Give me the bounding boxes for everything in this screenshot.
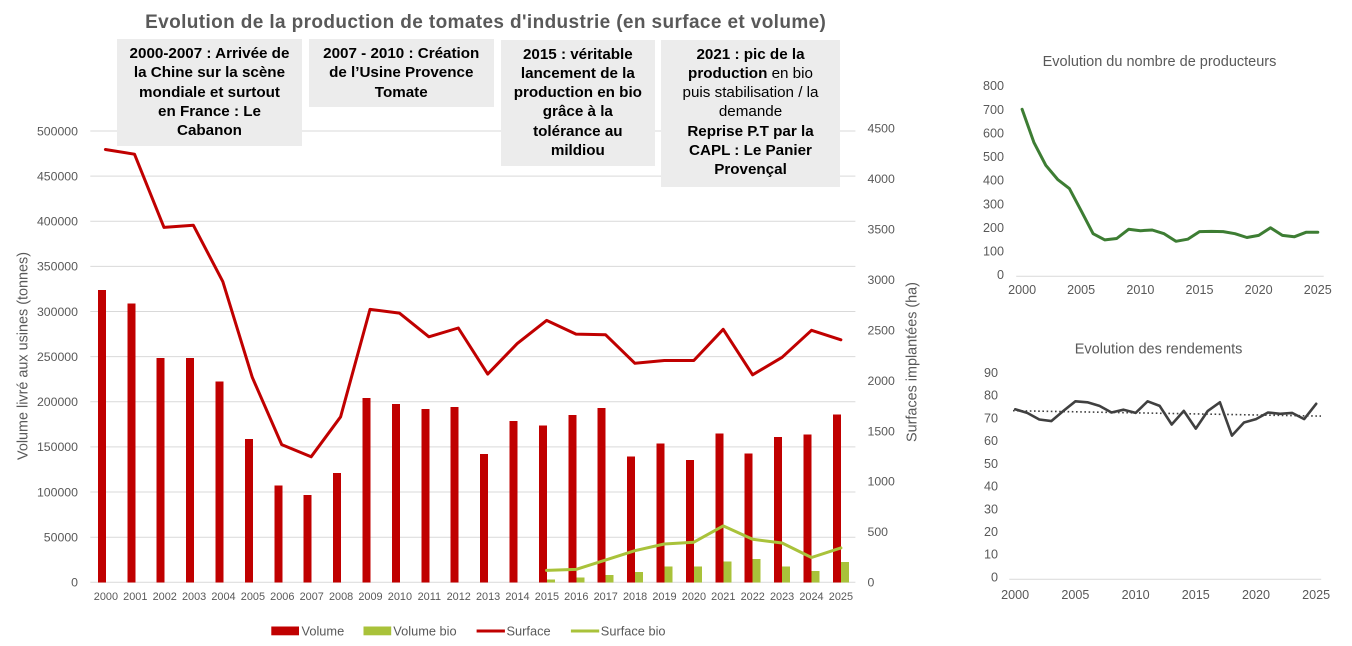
- svg-text:2019: 2019: [652, 591, 676, 603]
- svg-text:2011: 2011: [418, 591, 441, 603]
- svg-text:500000: 500000: [37, 124, 78, 138]
- svg-text:Surfaces implantées (ha): Surfaces implantées (ha): [904, 282, 920, 442]
- svg-text:2020: 2020: [682, 591, 706, 603]
- svg-text:10: 10: [984, 548, 998, 562]
- svg-text:2015: 2015: [1185, 283, 1213, 297]
- svg-text:2025: 2025: [1304, 283, 1332, 297]
- svg-text:200: 200: [983, 221, 1004, 235]
- svg-text:Surface bio: Surface bio: [601, 624, 666, 639]
- svg-text:2017: 2017: [594, 591, 618, 603]
- svg-text:700: 700: [983, 103, 1004, 117]
- svg-text:Evolution des rendements: Evolution des rendements: [1075, 342, 1243, 358]
- svg-text:2020: 2020: [1242, 588, 1270, 602]
- svg-text:150000: 150000: [37, 440, 78, 454]
- svg-text:60: 60: [984, 434, 998, 448]
- svg-text:2002: 2002: [153, 591, 177, 603]
- svg-text:3000: 3000: [868, 273, 896, 287]
- svg-text:2003: 2003: [182, 591, 206, 603]
- svg-text:Volume bio: Volume bio: [393, 624, 456, 639]
- svg-text:2500: 2500: [868, 323, 896, 337]
- svg-text:30: 30: [984, 502, 998, 516]
- svg-text:2022: 2022: [741, 591, 765, 603]
- svg-text:2008: 2008: [329, 591, 353, 603]
- svg-text:250000: 250000: [37, 350, 78, 364]
- svg-text:2001: 2001: [123, 591, 147, 603]
- svg-text:800: 800: [983, 79, 1004, 93]
- svg-text:20: 20: [984, 525, 998, 539]
- svg-text:2004: 2004: [211, 591, 235, 603]
- svg-text:2000: 2000: [94, 591, 118, 603]
- svg-text:300: 300: [983, 197, 1004, 211]
- svg-text:Evolution de la production de: Evolution de la production de tomates d'…: [145, 12, 826, 33]
- svg-text:2010: 2010: [1126, 283, 1154, 297]
- svg-text:40: 40: [984, 480, 998, 494]
- svg-text:200000: 200000: [37, 395, 78, 409]
- svg-text:2016: 2016: [564, 591, 588, 603]
- svg-text:2025: 2025: [1302, 588, 1330, 602]
- svg-text:Evolution du nombre de product: Evolution du nombre de producteurs: [1043, 54, 1277, 70]
- svg-text:2005: 2005: [241, 591, 265, 603]
- svg-text:Volume: Volume: [302, 624, 345, 639]
- svg-text:50000: 50000: [44, 531, 78, 545]
- svg-text:0: 0: [868, 576, 875, 590]
- svg-text:2021: 2021: [711, 591, 735, 603]
- svg-text:2000: 2000: [1008, 283, 1036, 297]
- svg-text:400: 400: [983, 174, 1004, 188]
- svg-text:1000: 1000: [868, 475, 896, 489]
- svg-text:2024: 2024: [799, 591, 823, 603]
- svg-text:2006: 2006: [270, 591, 294, 603]
- svg-text:90: 90: [984, 366, 998, 380]
- svg-text:2014: 2014: [505, 591, 529, 603]
- svg-text:2000: 2000: [1001, 588, 1029, 602]
- svg-text:50: 50: [984, 457, 998, 471]
- svg-text:Volume livré aux usines (tonne: Volume livré aux usines (tonnes): [16, 252, 32, 460]
- svg-text:2007: 2007: [300, 591, 324, 603]
- svg-text:500: 500: [983, 150, 1004, 164]
- svg-text:300000: 300000: [37, 305, 78, 319]
- svg-text:2010: 2010: [388, 591, 412, 603]
- svg-text:2015: 2015: [1182, 588, 1210, 602]
- svg-text:350000: 350000: [37, 260, 78, 274]
- svg-text:2023: 2023: [770, 591, 794, 603]
- svg-text:500: 500: [868, 525, 889, 539]
- svg-text:1500: 1500: [868, 424, 896, 438]
- svg-text:2010: 2010: [1122, 588, 1150, 602]
- svg-text:400000: 400000: [37, 215, 78, 229]
- svg-text:4500: 4500: [868, 122, 896, 136]
- svg-text:2005: 2005: [1067, 283, 1095, 297]
- svg-text:100: 100: [983, 245, 1004, 259]
- svg-text:0: 0: [71, 576, 78, 590]
- svg-text:0: 0: [991, 570, 998, 584]
- svg-text:2005: 2005: [1061, 588, 1089, 602]
- svg-text:450000: 450000: [37, 169, 78, 183]
- svg-text:2015: 2015: [535, 591, 559, 603]
- svg-text:0: 0: [997, 268, 1004, 282]
- svg-text:100000: 100000: [37, 485, 78, 499]
- svg-text:2012: 2012: [447, 591, 471, 603]
- svg-text:2025: 2025: [829, 591, 853, 603]
- svg-text:4000: 4000: [868, 172, 896, 186]
- svg-text:2013: 2013: [476, 591, 500, 603]
- svg-text:2009: 2009: [358, 591, 382, 603]
- svg-text:2020: 2020: [1245, 283, 1273, 297]
- svg-text:2000: 2000: [868, 374, 896, 388]
- svg-text:80: 80: [984, 389, 998, 403]
- svg-text:70: 70: [984, 411, 998, 425]
- svg-text:600: 600: [983, 126, 1004, 140]
- svg-text:3500: 3500: [868, 223, 896, 237]
- svg-text:2018: 2018: [623, 591, 647, 603]
- svg-text:Surface: Surface: [507, 624, 551, 639]
